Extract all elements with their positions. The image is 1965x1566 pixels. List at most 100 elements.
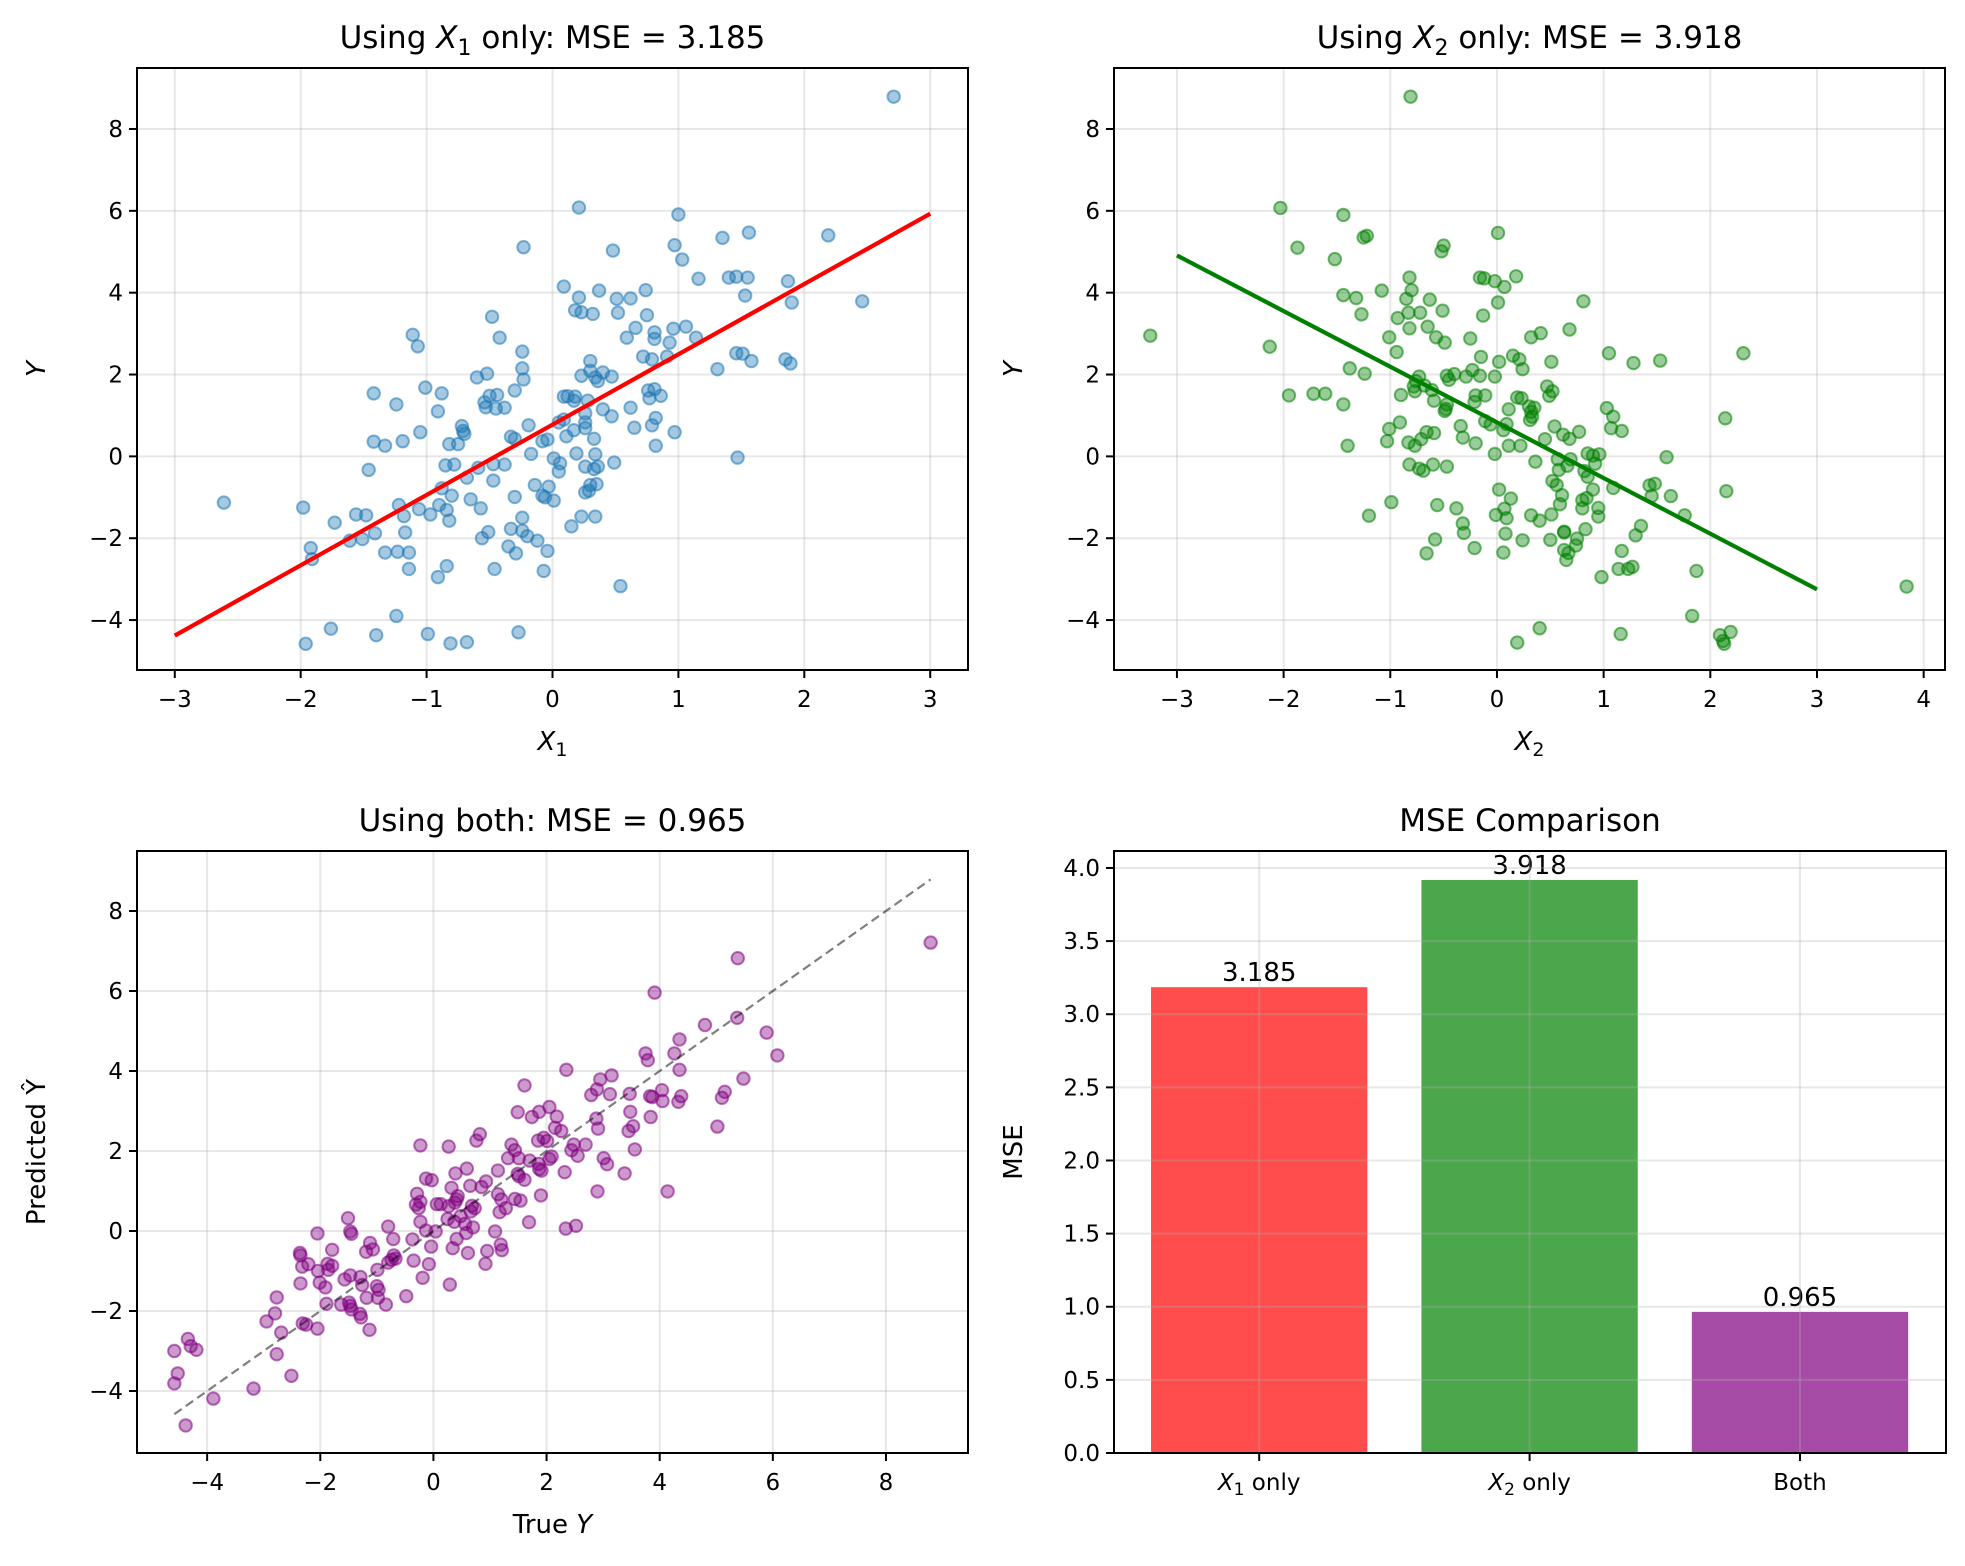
- data-point: [1472, 368, 1488, 383]
- data-point: [478, 1174, 494, 1189]
- data-point: [358, 508, 374, 523]
- data-point: [534, 1163, 549, 1178]
- x-tick-label: 1: [1596, 687, 1611, 713]
- data-point: [605, 243, 621, 258]
- data-point: [367, 526, 383, 541]
- data-point: [1684, 608, 1700, 624]
- data-point: [178, 1418, 193, 1433]
- data-point: [671, 207, 686, 222]
- data-point: [421, 1257, 437, 1272]
- data-point: [578, 420, 593, 436]
- y-tick-label: 6: [1085, 199, 1100, 225]
- data-point: [1899, 579, 1914, 594]
- data-point: [639, 307, 655, 323]
- x-tick-label-part: 1: [1234, 1480, 1245, 1500]
- data-point: [441, 1139, 456, 1154]
- data-point: [1340, 438, 1355, 453]
- data-point: [590, 1121, 606, 1136]
- data-point: [497, 457, 512, 472]
- data-point: [1503, 491, 1519, 506]
- data-point: [571, 290, 587, 305]
- data-point: [1348, 290, 1364, 306]
- data-point: [386, 1231, 401, 1247]
- data-point: [515, 510, 530, 525]
- data-point: [354, 1277, 370, 1293]
- data-point: [647, 985, 662, 1000]
- data-point: [1498, 526, 1513, 541]
- data-point: [540, 543, 555, 559]
- data-point: [442, 1277, 458, 1292]
- data-point: [1559, 552, 1574, 568]
- x-axis-label: True Y: [512, 1510, 595, 1540]
- data-point: [644, 352, 660, 367]
- data-point: [1647, 476, 1663, 491]
- data-point: [1281, 388, 1297, 403]
- data-point: [1430, 497, 1445, 513]
- data-point: [369, 628, 384, 643]
- data-point: [1361, 508, 1377, 523]
- data-point: [539, 1133, 555, 1149]
- data-point: [923, 935, 938, 950]
- x-tick-label: −1: [1373, 687, 1407, 713]
- x-tick-label: −1: [410, 687, 444, 713]
- data-point: [423, 507, 438, 522]
- y-tick-label: 3.0: [1063, 1002, 1100, 1028]
- data-point: [310, 1321, 325, 1336]
- data-point: [736, 1071, 751, 1086]
- data-point: [1497, 279, 1512, 295]
- x-tick-label: −4: [190, 1470, 224, 1496]
- data-point: [362, 1322, 377, 1338]
- data-point: [647, 331, 662, 347]
- data-point: [1562, 322, 1577, 337]
- data-point: [1556, 525, 1572, 540]
- data-point: [296, 500, 311, 515]
- panel-mse-comparison: 3.185 3.918 0.965 0.0 0.5 1.0 1.5 2.0 2.5 3.0 3.5 4…: [999, 803, 1947, 1500]
- data-point: [730, 450, 745, 465]
- data-point: [1402, 321, 1417, 336]
- data-point: [623, 291, 638, 306]
- data-point: [406, 1253, 421, 1268]
- data-point: [410, 339, 425, 354]
- data-point: [1384, 495, 1399, 510]
- data-point: [578, 1137, 593, 1152]
- data-point: [389, 397, 404, 412]
- data-point: [1716, 636, 1732, 652]
- data-point: [1628, 528, 1643, 543]
- data-point: [666, 321, 681, 336]
- data-point: [672, 1032, 687, 1047]
- x-axis-label-part: Y: [576, 1510, 594, 1540]
- data-point: [613, 578, 628, 594]
- y-tick-label: 3.5: [1063, 929, 1100, 955]
- data-point: [389, 608, 404, 624]
- data-point: [610, 305, 626, 320]
- data-point: [568, 1218, 584, 1234]
- data-point: [780, 274, 796, 289]
- data-point: [503, 521, 519, 537]
- data-point: [303, 540, 318, 556]
- data-point: [1379, 434, 1395, 449]
- data-point: [516, 372, 531, 387]
- data-point: [444, 488, 459, 503]
- data-point: [395, 434, 410, 449]
- y-tick-label: 0: [1085, 444, 1100, 470]
- data-point: [1552, 497, 1568, 512]
- data-point: [246, 1381, 261, 1396]
- data-point: [821, 228, 836, 243]
- data-point: [1626, 355, 1641, 371]
- data-point: [167, 1343, 182, 1359]
- data-point: [1402, 270, 1417, 285]
- title-part: Using both: MSE = 0.965: [359, 803, 747, 839]
- x-tick-label: 0: [1490, 687, 1505, 713]
- data-point: [424, 1173, 439, 1188]
- data-point: [401, 561, 417, 577]
- chart-title: Using X1 only: MSE = 3.185: [340, 20, 766, 61]
- data-point: [1587, 456, 1603, 471]
- data-point: [617, 1166, 632, 1181]
- data-point: [1419, 546, 1434, 561]
- data-point: [590, 459, 606, 474]
- title-part: X: [434, 20, 458, 56]
- data-point: [1438, 401, 1453, 417]
- x-tick-label: 8: [879, 1470, 894, 1496]
- data-point: [1463, 331, 1478, 346]
- data-point: [770, 1048, 785, 1063]
